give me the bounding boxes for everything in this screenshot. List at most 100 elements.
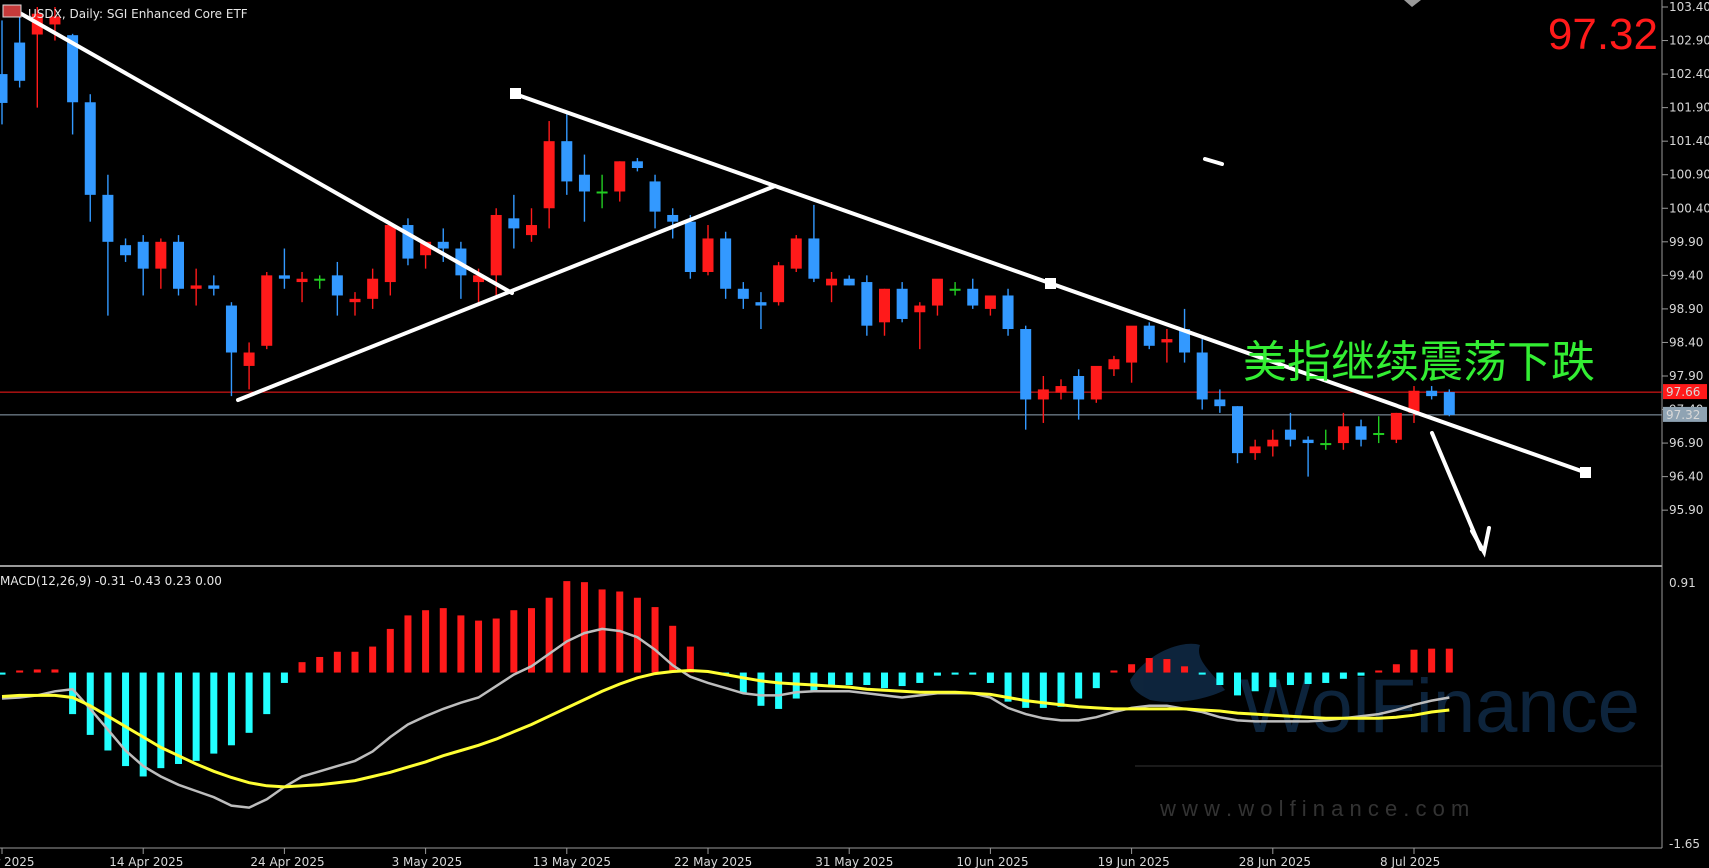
macd-histogram-bar	[69, 672, 77, 715]
price-tick-label: 103.40	[1669, 0, 1709, 14]
candle-body	[808, 238, 820, 279]
trendline-rising-support	[236, 184, 777, 402]
macd-histogram-bar	[951, 672, 959, 675]
wolf-logo-icon	[1130, 643, 1225, 702]
candle-body	[402, 225, 414, 259]
watermark-brand: WolFinance	[1240, 664, 1640, 749]
candle-body	[667, 214, 679, 222]
candle-body	[102, 194, 114, 242]
time-tick-label: 3 May 2025	[392, 855, 463, 868]
macd-histogram-bar	[898, 672, 906, 687]
candle-body	[155, 241, 167, 269]
macd-histogram-bar	[0, 672, 6, 675]
candle-body	[684, 221, 696, 272]
candle-body	[649, 181, 661, 212]
time-tick-label: 19 Jun 2025	[1098, 855, 1170, 868]
candle-body	[1161, 339, 1173, 343]
price-tick-label: 101.90	[1669, 101, 1709, 115]
candle-body	[49, 16, 61, 25]
macd-histogram-bar	[580, 582, 588, 673]
candle-body	[1302, 439, 1314, 444]
macd-histogram-bar	[986, 672, 994, 683]
candle-body	[1020, 329, 1032, 400]
time-tick-label: 24 Apr 2025	[250, 855, 324, 868]
price-tick-label: 97.90	[1669, 369, 1703, 383]
candle-body	[278, 275, 290, 279]
time-tick-label: 31 May 2025	[815, 855, 893, 868]
macd-histogram-bar	[1251, 672, 1259, 692]
trendline-short-mark	[1203, 157, 1224, 166]
candle-body	[1320, 443, 1332, 446]
candle-body	[949, 288, 961, 291]
time-tick-label: 22 May 2025	[674, 855, 752, 868]
time-tick-label: 28 Jun 2025	[1239, 855, 1311, 868]
macd-histogram-bar	[598, 589, 606, 673]
candle-body	[384, 225, 396, 283]
macd-histogram-bar	[1145, 658, 1153, 673]
macd-histogram-bar	[439, 608, 447, 673]
candle-body	[137, 241, 149, 269]
chart-annotation: 美指继续震荡下跌	[1243, 337, 1595, 388]
candle-body	[773, 265, 785, 303]
candle-body	[1002, 295, 1014, 330]
macd-histogram-bar	[457, 615, 465, 673]
watermark-url: w w w . w o l f i n a n c e . c o m	[1159, 796, 1469, 821]
symbol-flag-icon	[2, 4, 22, 18]
candle-body	[914, 305, 926, 313]
macd-histogram-bar	[475, 620, 483, 673]
macd-histogram-bar	[1339, 672, 1347, 679]
candle-body	[526, 225, 537, 236]
candle-body	[84, 102, 96, 195]
macd-histogram-bar	[1286, 672, 1294, 686]
dropdown-chevron-icon[interactable]	[1404, 0, 1421, 7]
macd-histogram-bar	[1375, 670, 1383, 673]
macd-histogram-bar	[1198, 672, 1206, 675]
candle-body	[861, 282, 873, 326]
macd-histogram-bar	[792, 672, 800, 699]
macd-histogram-bar	[422, 610, 430, 673]
candle-body	[1443, 392, 1455, 415]
macd-histogram-bar	[492, 618, 500, 673]
macd-histogram-bar	[16, 670, 24, 673]
candle-body	[508, 218, 520, 229]
trendline-handle[interactable]	[1580, 467, 1591, 478]
candle-body	[1267, 439, 1279, 447]
macd-histogram-bar	[280, 672, 288, 683]
macd-histogram-bar	[1234, 672, 1241, 696]
macd-histogram-bar	[298, 662, 306, 673]
candle-body	[702, 238, 714, 272]
time-tick-label: 1 Apr 2025	[0, 855, 35, 868]
macd-histogram-bar	[528, 608, 535, 673]
candle-body	[243, 352, 255, 366]
candle-body	[190, 285, 202, 289]
macd-histogram-bar	[1004, 672, 1012, 702]
trendline-handle[interactable]	[1045, 278, 1056, 289]
candle-body	[1179, 329, 1191, 353]
macd-histogram-bar	[86, 672, 94, 735]
macd-histogram-bar	[1128, 664, 1136, 673]
macd-histogram-bar	[1322, 672, 1330, 683]
macd-histogram-bar	[1392, 664, 1400, 673]
macd-histogram-bar	[863, 672, 871, 686]
macd-histogram-bar	[386, 628, 394, 673]
macd-histogram-bar	[1110, 670, 1118, 673]
macd-histogram-bar	[333, 651, 341, 673]
time-tick-label: 8 Jul 2025	[1380, 855, 1440, 868]
candle-body	[349, 298, 361, 303]
trendline-early-down	[16, 10, 514, 295]
trendline-handle[interactable]	[510, 88, 521, 99]
macd-histogram-bar	[369, 646, 377, 673]
macd-tick-label: -1.65	[1669, 837, 1700, 851]
candle-body	[1249, 446, 1261, 454]
price-tick-label: 101.40	[1669, 134, 1709, 148]
arrow-down-icon	[1470, 526, 1491, 558]
macd-tick-label: 0.91	[1669, 576, 1696, 590]
candle-body	[1284, 429, 1296, 440]
candle-body	[120, 245, 132, 256]
time-tick-label: 10 Jun 2025	[956, 855, 1028, 868]
macd-histogram-bar	[210, 672, 218, 754]
macd-histogram-bar	[1428, 648, 1436, 673]
price-tick-label: 96.40	[1669, 470, 1703, 484]
price-tick-label: 100.90	[1669, 168, 1709, 182]
